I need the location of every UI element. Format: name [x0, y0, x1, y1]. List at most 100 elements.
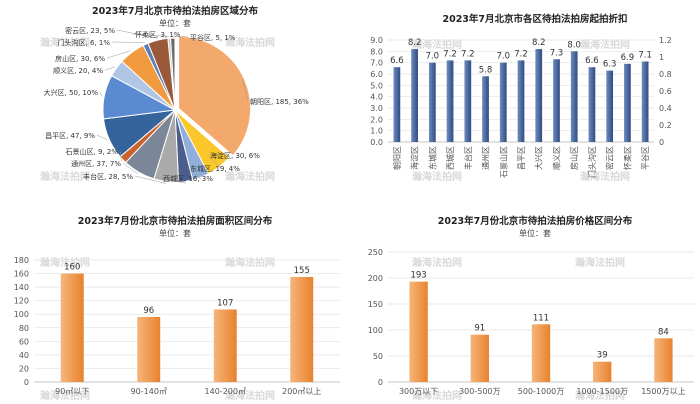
y-tick-label: 60	[19, 337, 29, 346]
watermark-text: 瀚海法拍网	[412, 256, 462, 269]
price-subtitle: 单位：套	[519, 228, 551, 238]
bar	[570, 51, 578, 143]
watermark-text: 瀚海法拍网	[225, 36, 275, 49]
pie-slice-label: 丰台区, 28, 5%	[83, 172, 133, 181]
y-tick-label: 5.0	[370, 81, 383, 90]
pie-slice	[178, 35, 252, 157]
bar	[654, 338, 673, 382]
bar-chart-price: 2023年7月份北京市待拍法拍房价格区间分布 单位：套 瀚海法拍网 瀚海法拍网瀚海…	[368, 215, 694, 402]
bar-value-label: 39	[597, 351, 608, 361]
pie-slice-label: 怀柔区, 3, 1%	[135, 30, 181, 39]
bar-chart-area: 2023年7月份北京市待拍法拍房面积区间分布 单位：套 瀚海法拍网 瀚海法拍网瀚海…	[14, 215, 340, 402]
x-tick-label: 200㎡以上	[282, 387, 321, 396]
watermark-text: 瀚海法拍网	[225, 389, 275, 402]
pie-subtitle: 单位：套	[159, 18, 191, 28]
area-subtitle: 单位：套	[159, 228, 191, 238]
bar	[499, 62, 507, 142]
bar-value-label: 84	[658, 327, 669, 337]
pie-slice-label: 大兴区, 50, 10%	[44, 88, 99, 97]
bar	[409, 281, 428, 382]
x-tick-label: 300万以下	[399, 387, 438, 396]
discount-title: 2023年7月北京市各区待拍法拍房起拍折扣	[442, 13, 627, 25]
watermark-text: 瀚海法拍网	[575, 389, 625, 402]
x-tick-label: 密云区	[605, 146, 615, 170]
bar-value-label: 8.2	[532, 38, 546, 48]
y-tick-label: 4.0	[370, 93, 383, 102]
bar	[428, 62, 436, 142]
y-tick-label: 20	[19, 364, 29, 373]
bar-value-label: 111	[533, 313, 549, 323]
bar-value-label: 7.0	[426, 52, 440, 62]
x-tick-label: 丰台区	[463, 146, 473, 170]
y-tick-label: 150	[368, 300, 383, 309]
y-tick-label: 250	[368, 248, 383, 257]
y2-tick-label: 0	[659, 138, 664, 147]
bar-value-label: 107	[217, 298, 233, 308]
pie-slice-label: 西城区, 16, 3%	[163, 175, 213, 183]
bar-value-label: 6.6	[390, 56, 404, 66]
y-tick-label: 8.0	[370, 47, 383, 56]
pie-slice-label: 东城区, 19, 4%	[190, 164, 240, 173]
bar-value-label: 193	[410, 271, 426, 281]
pie-slice-label: 石景山区, 9, 2%	[66, 147, 119, 156]
pie-leader-line	[104, 66, 115, 71]
bar-value-label: 6.3	[603, 60, 617, 70]
watermark-text: 瀚海法拍网	[40, 170, 90, 183]
pie-leader-line	[242, 79, 249, 102]
x-tick-label: 500-1000万	[518, 387, 565, 396]
bar	[588, 67, 596, 142]
price-title: 2023年7月份北京市待拍法拍房价格区间分布	[438, 215, 633, 227]
y-tick-label: 120	[14, 297, 29, 306]
pie-leader-line	[99, 91, 103, 97]
x-tick-label: 90㎡以下	[55, 387, 89, 396]
bar	[446, 60, 454, 142]
y-tick-label: 0.0	[370, 138, 383, 147]
pie-slice-label: 海淀区, 30, 6%	[210, 151, 260, 160]
bar	[553, 59, 560, 143]
bar-value-label: 8.0	[567, 40, 581, 50]
pie-slice-label: 昌平区, 47, 9%	[45, 132, 95, 140]
y-tick-label: 50	[373, 352, 383, 361]
y-tick-label: 80	[19, 324, 29, 333]
x-tick-label: 90-140㎡	[131, 387, 167, 396]
y-tick-label: 9.0	[370, 36, 383, 45]
x-tick-label: 房山区	[569, 146, 579, 170]
x-tick-label: 昌平区	[517, 146, 526, 170]
y-tick-label: 160	[14, 270, 29, 279]
bar-value-label: 7.2	[461, 49, 475, 59]
watermark-text: 瀚海法拍网	[40, 389, 90, 402]
x-tick-label: 门头沟区	[587, 146, 597, 178]
pie-leader-line	[134, 175, 166, 184]
bar	[606, 70, 614, 142]
x-tick-label: 怀柔区	[622, 146, 632, 170]
pie-slice-label: 房山区, 30, 6%	[55, 54, 105, 63]
y2-tick-label: 0.6	[659, 87, 672, 96]
bar-value-label: 7.0	[497, 52, 511, 62]
x-tick-label: 顺义区	[552, 146, 561, 170]
watermark-text: 瀚海法拍网	[40, 256, 90, 269]
x-tick-label: 东城区	[427, 146, 437, 170]
bar	[641, 61, 649, 142]
x-tick-label: 海淀区	[410, 146, 420, 170]
bar	[60, 273, 84, 382]
y-tick-label: 200	[368, 274, 383, 283]
bar-value-label: 7.3	[550, 48, 564, 58]
x-tick-label: 西城区	[446, 146, 455, 170]
y2-tick-label: 0.4	[659, 104, 672, 113]
watermark-text: 瀚海法拍网	[412, 389, 462, 402]
pie-leader-line	[119, 150, 122, 162]
x-tick-label: 大兴区	[534, 146, 544, 170]
watermark-text: 瀚海法拍网	[225, 170, 275, 183]
bar	[593, 361, 612, 382]
bar-value-label: 7.2	[514, 49, 528, 59]
pie-slice-label: 平谷区, 5, 1%	[190, 33, 236, 42]
y-tick-label: 6.0	[370, 70, 383, 79]
x-tick-label: 石景山区	[498, 146, 508, 178]
pie-leader-line	[207, 154, 222, 169]
bar-value-label: 160	[64, 263, 80, 273]
bar	[411, 49, 418, 142]
y2-tick-label: 0.8	[659, 70, 672, 79]
y-tick-label: 180	[14, 256, 29, 265]
pie-leader-line	[106, 50, 131, 59]
